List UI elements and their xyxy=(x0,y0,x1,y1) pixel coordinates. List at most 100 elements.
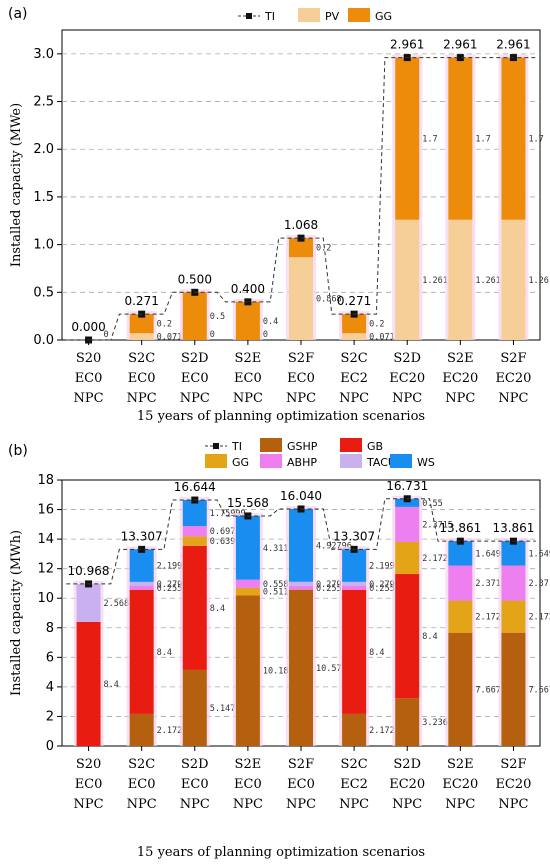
bar-segment-gg xyxy=(129,314,154,334)
y-tick-label: 1.0 xyxy=(33,238,54,253)
legend-swatch-abhp xyxy=(260,454,282,468)
category-label: S2F xyxy=(288,351,314,366)
bar-segment-gshp xyxy=(129,713,154,746)
category-label: EC0 xyxy=(287,777,315,792)
category-label: S2E xyxy=(447,757,474,772)
total-marker xyxy=(297,234,305,242)
segment-label: 1.261 xyxy=(422,276,448,286)
category-label: NPC xyxy=(392,391,422,406)
y-tick-label: 6 xyxy=(46,650,54,665)
category-label: NPC xyxy=(392,797,422,812)
category-label: NPC xyxy=(286,391,316,406)
y-tick-label: 12 xyxy=(37,562,54,577)
segment-label: 3.23628 xyxy=(422,718,458,728)
total-label: 15.568 xyxy=(227,496,269,510)
bar-segment-gshp xyxy=(289,589,313,746)
segment-label: 2.19999 xyxy=(157,562,193,572)
category-label: NPC xyxy=(127,391,157,406)
legend-label: GB xyxy=(367,440,383,453)
category-label: EC20 xyxy=(389,777,425,792)
y-tick-label: 2.5 xyxy=(33,95,54,110)
total-marker xyxy=(456,54,464,62)
segment-label: 2.172 xyxy=(369,726,395,736)
total-label: 16.644 xyxy=(174,480,216,494)
bar-segment-gshp xyxy=(448,632,473,746)
category-label: NPC xyxy=(127,797,157,812)
total-label: 16.731 xyxy=(386,479,428,493)
panel-label: (a) xyxy=(8,6,28,22)
bar-segment-abhp xyxy=(395,506,420,542)
category-label: NPC xyxy=(339,391,369,406)
segment-label: 0.25562 xyxy=(369,584,405,594)
category-label: EC2 xyxy=(340,777,368,792)
category-label: EC20 xyxy=(495,777,531,792)
total-label: 2.961 xyxy=(443,38,477,52)
total-marker xyxy=(456,537,464,545)
bar-segment-pv xyxy=(448,219,473,340)
category-label: NPC xyxy=(445,797,475,812)
segment-label: 8.4 xyxy=(157,648,172,658)
chart-panel-a: (a) 0.0 0.5 1.0 1.5 2.0 2.5 3.0 Installed capaci… xyxy=(8,6,550,424)
legend-label: WS xyxy=(417,456,435,469)
segment-label: 2.3715 xyxy=(528,579,550,589)
total-label: 0.271 xyxy=(337,294,371,308)
bar-segment-gshp xyxy=(342,713,367,746)
bar-segment-pv xyxy=(501,219,526,340)
segment-label: 10.1867 xyxy=(263,667,299,677)
total-label: 0.271 xyxy=(124,294,158,308)
category-label: EC0 xyxy=(128,777,156,792)
category-label: NPC xyxy=(233,797,263,812)
category-label: NPC xyxy=(233,391,263,406)
bar-segment-gg xyxy=(448,57,473,220)
bar-segment-gb xyxy=(129,589,154,714)
bar-segment-gg xyxy=(501,600,526,633)
y-tick-label: 18 xyxy=(37,473,54,488)
category-label: NPC xyxy=(180,391,210,406)
bar-segment-gshp xyxy=(395,698,420,746)
bar-segment-pv xyxy=(129,333,154,340)
bar-segment-ws xyxy=(182,500,207,527)
segment-label: 8.4 xyxy=(422,632,437,642)
x-axis-title: 15 years of planning optimization scenar… xyxy=(137,845,425,860)
segment-label: 1.64998 xyxy=(528,549,550,559)
segment-label: 7.66716 xyxy=(475,685,511,695)
category-label: S2C xyxy=(341,757,368,772)
legend-label: TI xyxy=(264,10,275,23)
bar-segment-ws xyxy=(129,549,154,582)
segment-label: 0.63904 xyxy=(210,537,246,547)
total-step-line xyxy=(66,498,536,585)
legend-swatch-pv xyxy=(298,8,320,22)
category-label: EC20 xyxy=(495,371,531,386)
y-tick-label: 0.0 xyxy=(33,333,54,348)
category-label: NPC xyxy=(180,797,210,812)
segment-label: 7.66716 xyxy=(528,685,550,695)
segment-label: 2.17274 xyxy=(475,613,511,623)
category-label: NPC xyxy=(498,391,528,406)
segment-label: 0.868 xyxy=(316,295,342,305)
y-tick-label: 4 xyxy=(46,680,54,695)
segment-label: 0.2 xyxy=(316,244,331,254)
segment-label: 0.25562 xyxy=(157,584,193,594)
category-label: S2F xyxy=(500,757,526,772)
segment-label: 0.4 xyxy=(263,317,278,327)
segment-label: 0.279 xyxy=(157,580,183,590)
bar-segment-abhp xyxy=(235,579,260,588)
bar-segment-abhp xyxy=(501,565,526,601)
bar-segment-ws xyxy=(448,541,473,566)
segment-label: 4.92796 xyxy=(316,541,352,551)
bar-segment-tacu xyxy=(129,581,154,586)
segment-label: 0.2 xyxy=(157,320,172,330)
segment-label: 2.172 xyxy=(157,726,183,736)
y-tick-label: 0.5 xyxy=(33,285,54,300)
category-label: EC0 xyxy=(234,371,262,386)
category-label: S2C xyxy=(128,351,155,366)
category-label: S2F xyxy=(288,757,314,772)
y-axis-title: Installed capacity (MWh) xyxy=(9,530,24,696)
category-label: EC0 xyxy=(234,777,262,792)
bar-segment-gb xyxy=(182,545,207,670)
bar-segment-gg xyxy=(235,301,260,340)
segment-label: 8.4 xyxy=(369,648,384,658)
segment-label: 0.55 xyxy=(422,499,442,509)
category-label: NPC xyxy=(74,797,104,812)
bar-segment-gg xyxy=(289,238,313,258)
